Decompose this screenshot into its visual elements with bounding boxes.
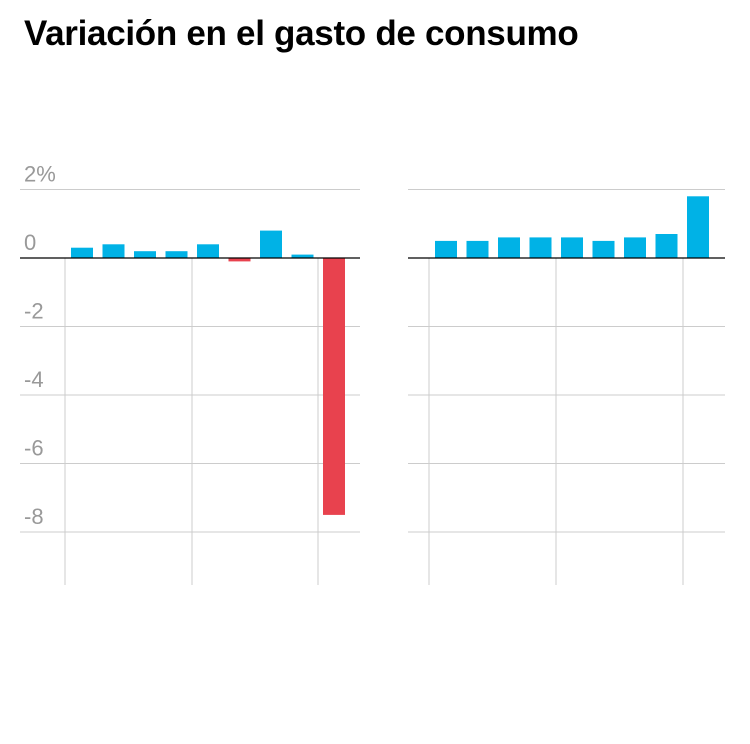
bar-panel1-8: [291, 254, 314, 258]
y-tick-label: 2%: [24, 162, 56, 187]
bar-panel1-1: [71, 247, 93, 258]
chart-title: Variación en el gasto de consumo: [24, 14, 579, 53]
bar-panel1-7: [260, 230, 282, 258]
bar-panel2-5: [561, 237, 583, 258]
bar-panel2-7: [624, 237, 646, 258]
y-tick-label: 0: [24, 230, 36, 255]
y-tick-label: -8: [24, 504, 44, 529]
bar-panel1-4: [165, 251, 188, 259]
bar-panel2-2: [466, 240, 489, 258]
bar-panel2-4: [529, 237, 552, 258]
bar-panel1-3: [134, 251, 156, 259]
bar-panel1-2: [102, 244, 125, 258]
bar-panel1-6: [228, 258, 251, 262]
bar-panel2-8: [655, 234, 678, 258]
bar-panel2-6: [592, 240, 615, 258]
y-tick-label: -2: [24, 299, 44, 324]
bar-panel1-9: [323, 258, 345, 515]
y-tick-label: -6: [24, 436, 44, 461]
bar-panel2-1: [435, 240, 457, 258]
bar-panel2-9: [687, 196, 709, 258]
bar-panel2-3: [498, 237, 520, 258]
y-tick-label: -4: [24, 367, 44, 392]
bar-panel1-5: [197, 244, 219, 258]
